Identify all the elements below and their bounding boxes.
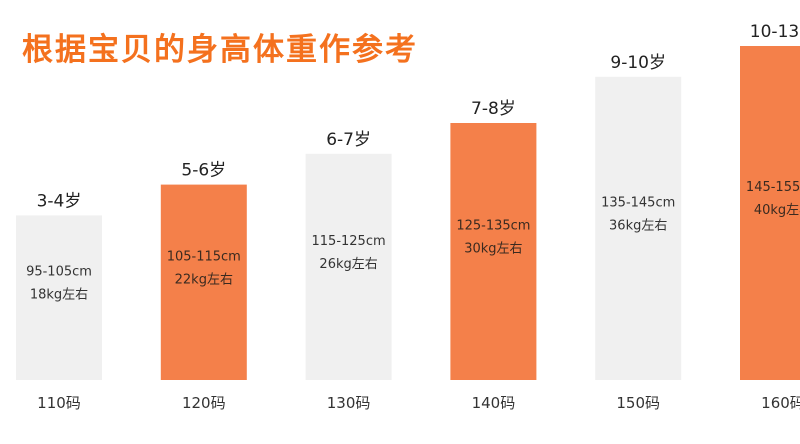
bar-6 (740, 46, 800, 380)
bar-weight-label: 30kg左右 (464, 242, 522, 257)
size-label: 160码 (761, 394, 800, 412)
bar-4 (450, 123, 537, 380)
bar-height-label: 125-135cm (456, 219, 530, 234)
bar-age-label: 6-7岁 (326, 130, 371, 150)
bar-height-label: 135-145cm (601, 195, 675, 210)
bar-weight-label: 40kg左右 (754, 203, 800, 218)
bar-1 (16, 215, 102, 380)
size-label: 110码 (37, 394, 81, 412)
bar-3 (305, 153, 392, 380)
bar-weight-label: 36kg左右 (609, 218, 667, 233)
bar-age-label: 10-13岁 (750, 22, 800, 42)
size-label: 150码 (616, 394, 660, 412)
bar-height-label: 95-105cm (26, 265, 92, 280)
bar-weight-label: 22kg左右 (175, 272, 233, 287)
bar-height-label: 105-115cm (167, 249, 241, 264)
bar-age-label: 3-4岁 (37, 191, 82, 211)
size-label: 140码 (472, 394, 516, 412)
size-label: 130码 (327, 394, 371, 412)
bar-weight-label: 26kg左右 (319, 257, 377, 272)
bar-weight-label: 18kg左右 (30, 288, 88, 303)
page-title: 根据宝贝的身高体重作参考 (22, 32, 418, 68)
bar-height-label: 115-125cm (312, 234, 386, 249)
bar-age-label: 5-6岁 (181, 161, 226, 181)
bar-age-label: 7-8岁 (471, 99, 516, 119)
bar-5 (595, 76, 682, 381)
bar-2 (160, 184, 247, 380)
bar-age-label: 9-10岁 (610, 53, 666, 73)
size-label: 120码 (182, 394, 226, 412)
bar-height-label: 145-155cm (746, 180, 800, 195)
